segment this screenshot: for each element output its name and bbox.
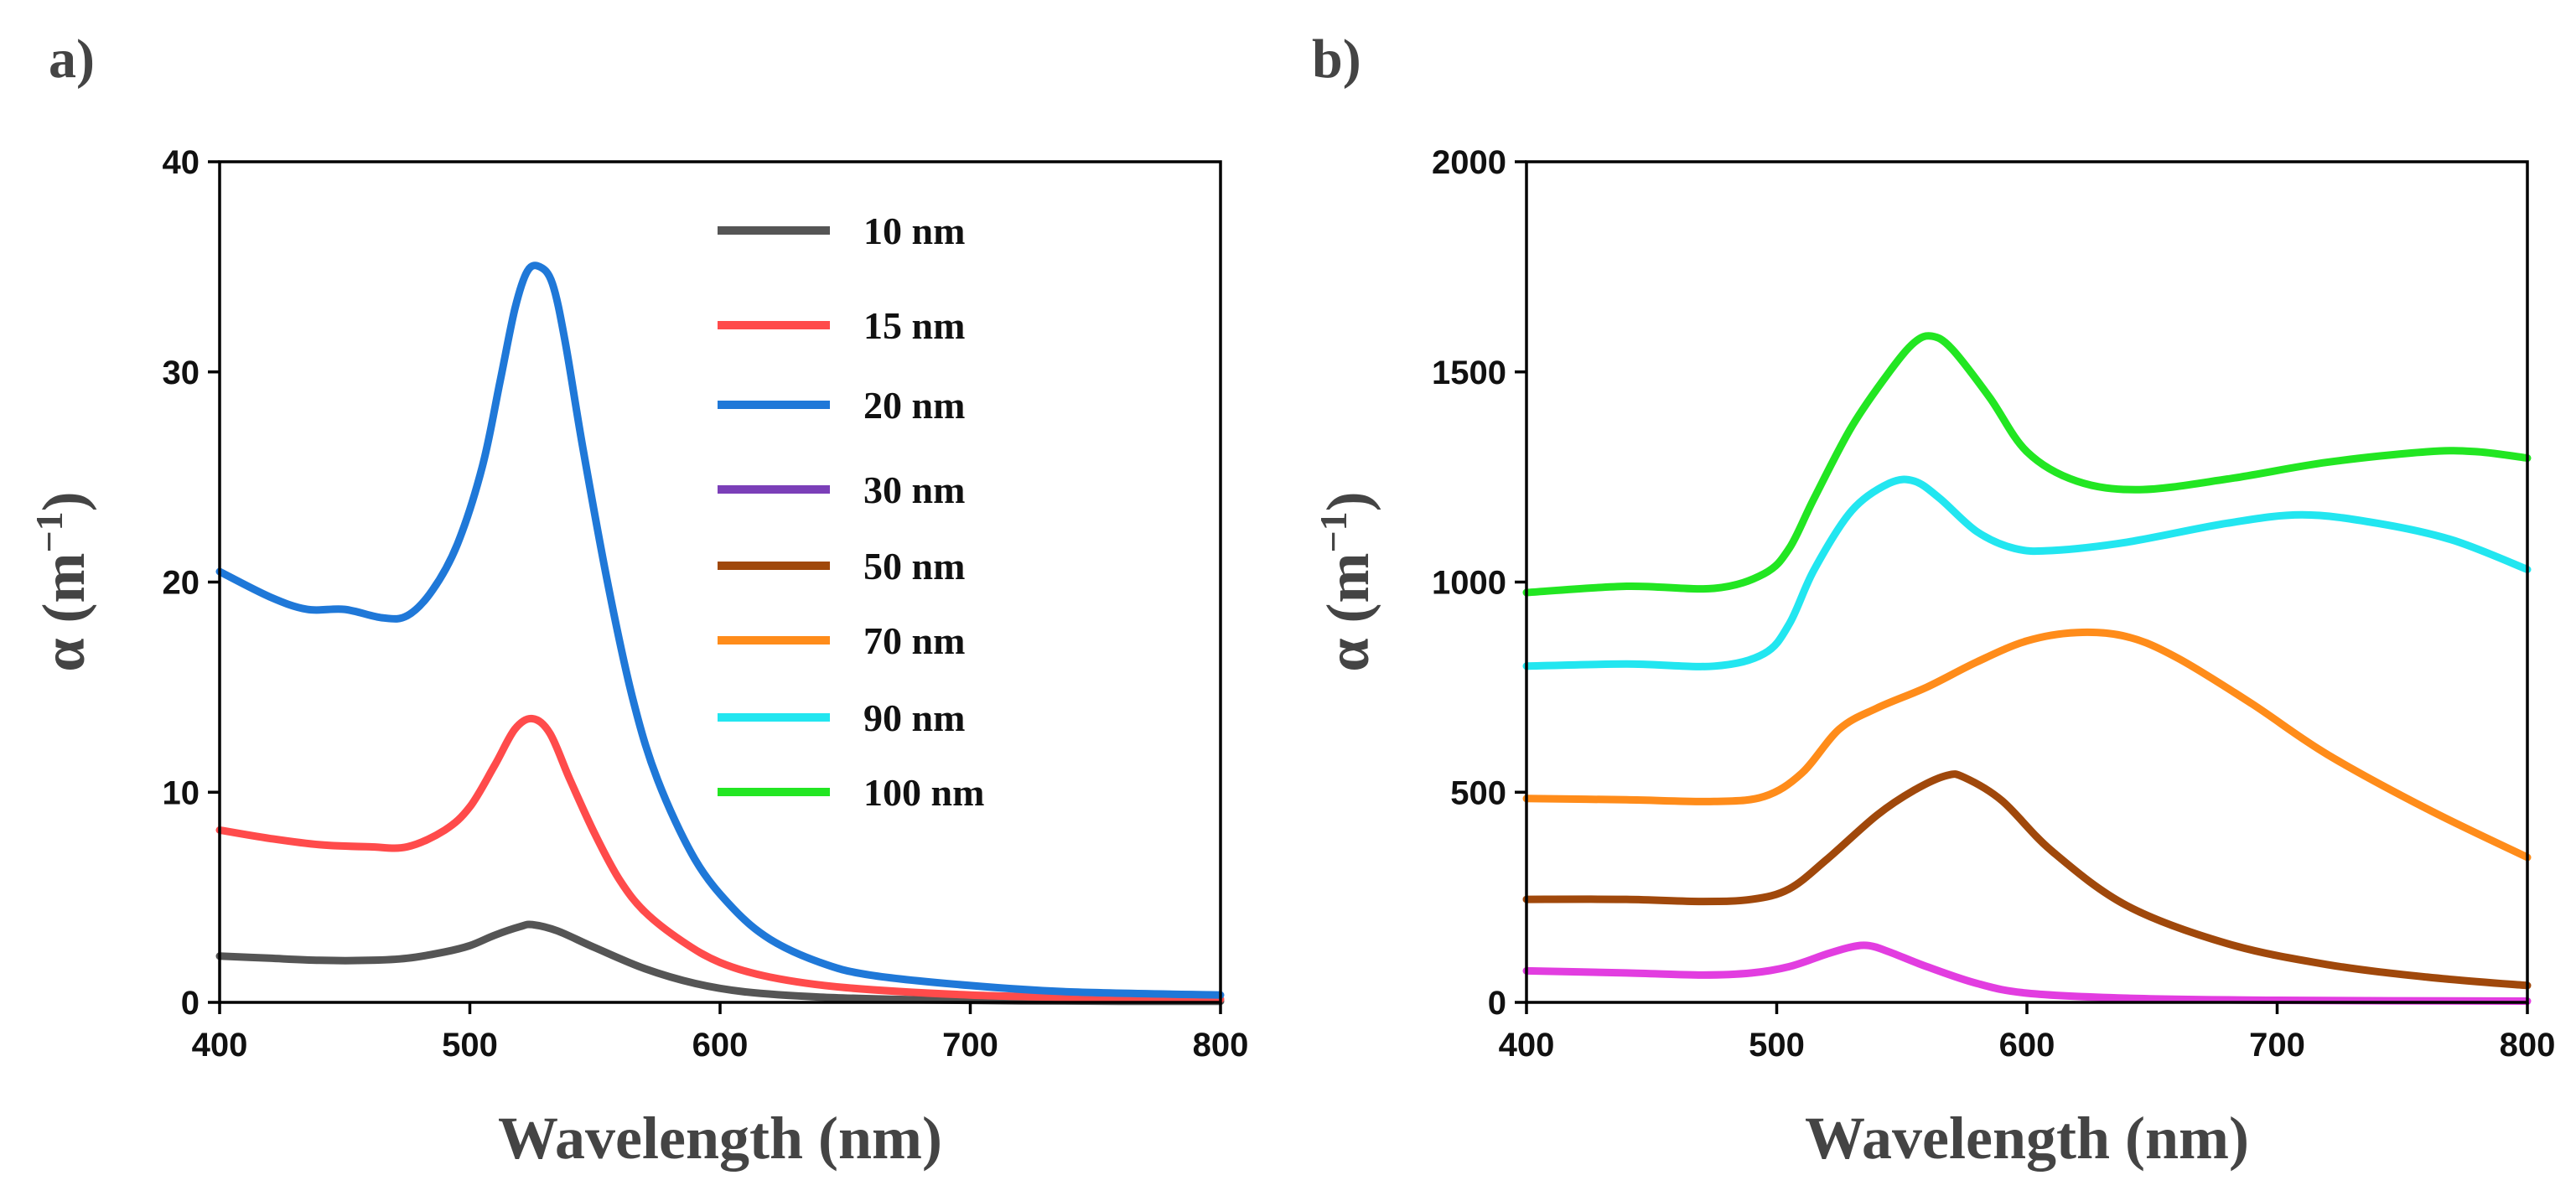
panel-a-x-tick-label: 800	[1193, 1027, 1249, 1064]
panel-b-plot-frame	[1525, 160, 2529, 1004]
legend-label: 70 nm	[863, 619, 965, 662]
panel-a-y-tick-label: 20	[163, 565, 200, 602]
panel-b-x-axis-title: Wavelength (nm)	[1805, 1105, 2249, 1172]
panel-a: a) 400 500 600 700 800 0 10 20 30 40 Wavelength (…	[28, 28, 1248, 1172]
panel-a-y-axis-title-close: )	[30, 491, 97, 511]
panel-b-series-50-nm	[1522, 770, 2532, 990]
panel-a-x-tick-label: 600	[692, 1027, 749, 1064]
panel-b-y-tick-label: 0	[1488, 985, 1506, 1022]
panel-a-y-tick-label: 0	[181, 985, 200, 1022]
panel-a-series	[215, 261, 1225, 1006]
panel-b-series-100-nm	[1522, 332, 2532, 597]
panel-b-x-tick-label: 800	[2500, 1027, 2556, 1064]
legend-label: 100 nm	[863, 771, 984, 814]
panel-a-y-tick-label: 30	[163, 355, 200, 391]
panel-b-y-tick-label: 1000	[1432, 565, 1506, 602]
legend-label: 50 nm	[863, 545, 965, 588]
panel-b-y-axis-title-close: )	[1314, 491, 1381, 511]
panel-b-x-tick-label: 700	[2249, 1027, 2305, 1064]
panel-b-x-tick-label: 600	[1999, 1027, 2055, 1064]
panel-a-plot-frame	[218, 160, 1222, 1004]
panel-a-x-tick-label: 500	[442, 1027, 498, 1064]
panel-b-y-axis-title: α (m−1)	[1312, 491, 1381, 671]
panel-b-series-70-nm	[1522, 628, 2532, 862]
panel-b-ticks: 400 500 600 700 800 0 500 1000 1500 2000	[1432, 144, 2555, 1064]
panel-a-x-axis-title: Wavelength (nm)	[498, 1105, 942, 1172]
legend-label: 30 nm	[863, 468, 965, 511]
panel-a-y-tick-label: 10	[163, 774, 200, 811]
panel-a-x-tick-label: 700	[942, 1027, 998, 1064]
legend-label: 10 nm	[863, 210, 965, 252]
panel-a-y-axis-title-sup: −1	[28, 511, 70, 552]
legend-label: 90 nm	[863, 696, 965, 739]
panel-a-y-axis-title: α (m−1)	[28, 491, 97, 671]
legend-label: 15 nm	[863, 304, 965, 347]
panel-b-x-tick-label: 400	[1499, 1027, 1555, 1064]
panel-b-y-tick-label: 1500	[1432, 355, 1506, 391]
legend-label: 20 nm	[863, 384, 965, 427]
panel-a-series-20-nm	[215, 261, 1225, 999]
panel-a-y-axis-title-main: α (m	[30, 553, 97, 672]
panel-b-y-axis-title-sup: −1	[1312, 511, 1355, 552]
panel-a-legend: 10 nm 15 nm 20 nm 30 nm 50 nm 70 nm 90 nm 100 n…	[718, 210, 984, 814]
panel-a-x-tick-label: 400	[192, 1027, 248, 1064]
panel-b-series	[1522, 332, 2532, 1005]
panel-b-y-tick-label: 2000	[1432, 144, 1506, 181]
panel-a-ticks: 400 500 600 700 800 0 10 20 30 40	[163, 144, 1249, 1064]
panel-b-x-tick-label: 500	[1749, 1027, 1805, 1064]
panel-a-y-tick-label: 40	[163, 144, 200, 181]
panel-b-series-30-nm	[1522, 941, 2532, 1005]
panel-a-label: a)	[49, 28, 95, 90]
panel-b-label: b)	[1312, 28, 1361, 90]
panel-a-series-10-nm	[215, 920, 1225, 1006]
panel-b-series-90-nm	[1522, 475, 2532, 670]
panel-a-series-15-nm	[215, 714, 1225, 1003]
panel-b-y-axis-title-main: α (m	[1314, 553, 1381, 672]
panel-b-y-tick-label: 500	[1450, 774, 1506, 811]
panel-b: b) 400 500 600 700 800 0 500 1000 1500 2000 Wavel…	[1312, 28, 2555, 1172]
